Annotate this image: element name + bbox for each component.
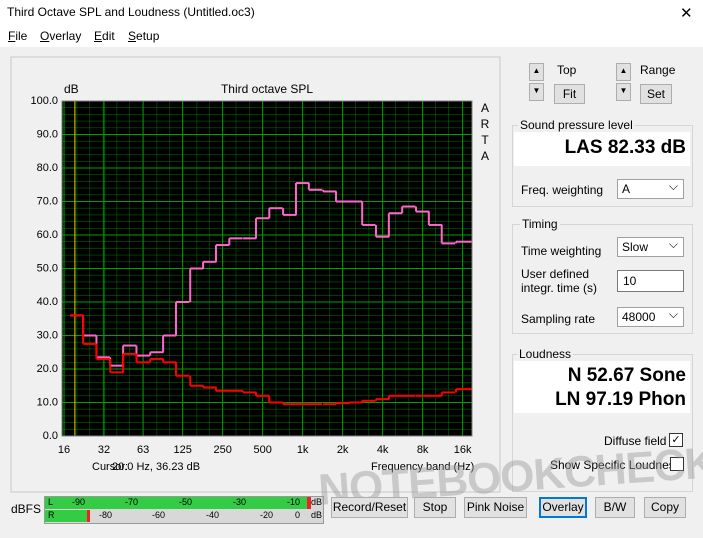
title-bar [0, 0, 703, 27]
spin-up[interactable]: ▲ [529, 63, 544, 81]
checkbox-label: Show Specific Loudness [550, 458, 681, 472]
top-label: Top [557, 63, 577, 77]
menu-item[interactable]: File [8, 29, 28, 43]
y-tick-label: 0.0 [43, 430, 58, 442]
plot-border [61, 100, 473, 437]
overlay-button[interactable]: Overlay [539, 497, 587, 518]
y-tick-label: 10.0 [37, 396, 58, 408]
meter-scale: -40 [206, 510, 220, 520]
x-tick-label: 32 [98, 444, 110, 456]
x-tick-label: 16 [58, 444, 70, 456]
bw-button[interactable]: B/W [595, 497, 635, 518]
integr-time-input[interactable]: 10 [617, 270, 684, 292]
menu-item[interactable]: Setup [128, 29, 160, 43]
window-title: Third Octave SPL and Loudness (Untitled.… [7, 5, 255, 19]
fit-button[interactable]: Fit [554, 84, 585, 104]
y-tick-label: 20.0 [37, 363, 58, 375]
x-axis-label: Frequency band (Hz) [371, 461, 474, 473]
meter-channel: R [48, 510, 55, 520]
range-label: Range [640, 63, 676, 77]
y-tick-label: 30.0 [37, 329, 58, 341]
meter-channel: L [48, 497, 54, 507]
loudness-phon: LN 97.19 Phon [555, 389, 686, 410]
meter-scale: -50 [179, 497, 193, 507]
show-specific-checkbox[interactable] [670, 457, 684, 471]
cursor-value: 20.0 Hz, 36.23 dB [112, 461, 200, 473]
field-label: Sampling rate [521, 312, 596, 326]
y-tick-label: 90.0 [37, 128, 58, 140]
y-tick-label: 100.0 [30, 95, 58, 107]
freq-weighting-select[interactable]: A [617, 177, 684, 199]
side-label: ARTA [478, 101, 492, 165]
meter-label: dBFS [11, 502, 42, 516]
spin-down[interactable]: ▼ [529, 83, 544, 101]
copy-button[interactable]: Copy [644, 497, 686, 518]
timing-group [512, 224, 693, 334]
close-button[interactable]: ✕ [680, 5, 693, 22]
spin-down[interactable]: ▼ [616, 83, 631, 101]
x-tick-label: 125 [173, 444, 191, 456]
meter-scale: 0 [295, 510, 301, 520]
menu-item[interactable]: Edit [94, 29, 115, 43]
x-tick-label: 63 [137, 444, 149, 456]
y-tick-label: 50.0 [37, 262, 58, 274]
field-label: User defined integr. time (s) [521, 267, 598, 295]
plot-area [62, 101, 472, 436]
sampling-rate-select[interactable]: 48000 [617, 305, 684, 327]
meter-scale: dB [311, 497, 323, 507]
y-tick-label: 60.0 [37, 229, 58, 241]
x-tick-label: 500 [253, 444, 271, 456]
set-button[interactable]: Set [640, 84, 672, 104]
meter-scale: dB [311, 510, 323, 520]
spin-up[interactable]: ▲ [616, 63, 631, 81]
meter-scale: -70 [125, 497, 139, 507]
checkbox-label: Diffuse field [604, 434, 667, 448]
x-tick-label: 16k [454, 444, 472, 456]
meter-scale: -90 [72, 497, 86, 507]
meter-scale: -60 [152, 510, 166, 520]
group-label: Sound pressure level [518, 118, 635, 132]
spl-reading: LAS 82.33 dB [564, 137, 686, 158]
meter-bar-right [45, 510, 87, 522]
stop-button[interactable]: Stop [414, 497, 456, 518]
meter-bar-left [45, 497, 307, 509]
x-tick-label: 1k [297, 444, 309, 456]
y-tick-label: 40.0 [37, 296, 58, 308]
loudness-group [512, 354, 693, 492]
time-weighting-select[interactable]: Slow [617, 235, 684, 257]
meter-peak-right [87, 510, 90, 522]
group-label: Timing [520, 217, 560, 231]
x-tick-label: 250 [213, 444, 231, 456]
meter-peak-left [307, 497, 311, 509]
cursor-label: Cursor: [92, 461, 128, 473]
record-reset-button[interactable]: Record/Reset [331, 497, 408, 518]
x-tick-label: 2k [337, 444, 349, 456]
y-tick-label: 80.0 [37, 162, 58, 174]
y-tick-label: 70.0 [37, 195, 58, 207]
meter-scale: -80 [99, 510, 113, 520]
field-label: Time weighting [521, 244, 602, 258]
meter-scale: -30 [233, 497, 247, 507]
menu-item[interactable]: Overlay [40, 29, 82, 43]
menu-bar: File Overlay Edit Setup [0, 27, 703, 47]
diffuse-field-checkbox[interactable]: ✓ [669, 433, 683, 447]
level-meter: L R -90 -70 -50 -30 -10 dB -80 -60 -40 -… [44, 496, 324, 524]
spl-display [514, 132, 690, 166]
x-tick-label: 4k [377, 444, 389, 456]
loudness-display [514, 361, 690, 413]
x-tick-label: 8k [417, 444, 429, 456]
pink-noise-button[interactable]: Pink Noise [464, 497, 527, 518]
y-axis-label: dB [64, 82, 79, 96]
loudness-sone: N 52.67 Sone [567, 365, 686, 386]
chart-title: Third octave SPL [221, 82, 313, 96]
meter-scale: -20 [260, 510, 274, 520]
meter-scale: -10 [287, 497, 301, 507]
field-label: Freq. weighting [521, 183, 604, 197]
group-label: Loudness [517, 347, 574, 361]
